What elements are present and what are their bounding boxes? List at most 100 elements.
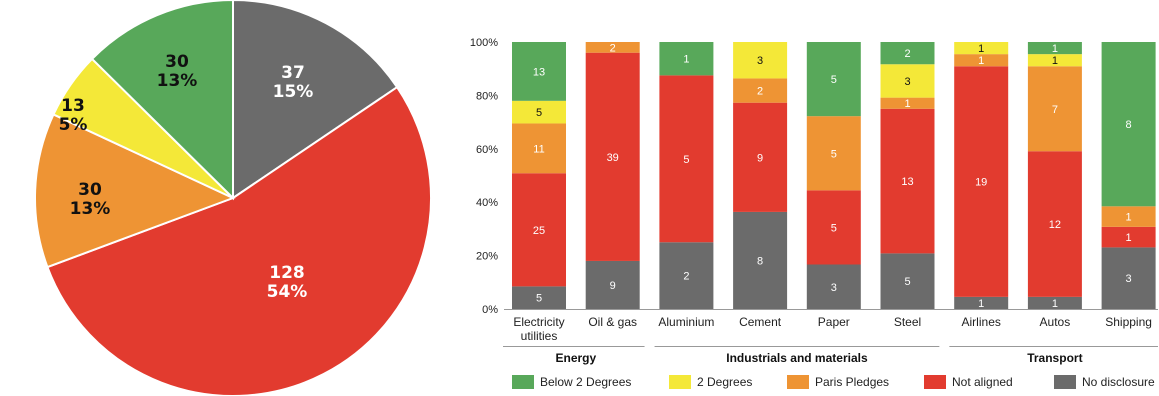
category-label: Cement xyxy=(739,315,782,329)
y-tick-label: 20% xyxy=(476,251,498,263)
bar-segment-not_aligned xyxy=(1027,151,1082,297)
pie-slice-not_aligned xyxy=(46,85,432,396)
bar-segment-paris xyxy=(954,54,1009,67)
bar-value-label: 1 xyxy=(1052,55,1058,67)
legend-swatch-not_aligned xyxy=(924,375,946,389)
bar-segment-paris xyxy=(880,97,935,109)
bar-segment-two_deg xyxy=(1027,54,1082,67)
bar-value-label: 8 xyxy=(757,255,763,267)
bar-value-label: 11 xyxy=(533,143,544,155)
legend-label: No disclosure xyxy=(1082,375,1155,389)
bar-value-label: 5 xyxy=(683,154,689,166)
pie-value-label: 128 xyxy=(269,263,305,283)
pie-percent-label: 13% xyxy=(157,71,198,91)
y-tick-label: 100% xyxy=(470,37,498,49)
legend-label: 2 Degrees xyxy=(697,375,752,389)
pie-value-label: 37 xyxy=(281,63,305,83)
bar-value-label: 1 xyxy=(1126,212,1132,224)
bar-value-label: 19 xyxy=(975,177,987,189)
bar-segment-no_disclosure xyxy=(954,296,1009,309)
bar-value-label: 5 xyxy=(831,148,837,160)
y-tick-label: 60% xyxy=(476,144,498,156)
legend-swatch-below_2 xyxy=(512,375,534,389)
pie-slice-paris xyxy=(34,113,236,269)
bar-value-label: 5 xyxy=(536,293,542,305)
bar-segment-two_deg xyxy=(880,64,935,98)
group-gap xyxy=(644,345,655,348)
category-label: Autos xyxy=(1040,315,1071,329)
bar-value-label: 1 xyxy=(904,98,910,110)
bar-value-label: 1 xyxy=(978,43,984,55)
group-label: Transport xyxy=(1027,351,1082,365)
bar-segment-not_aligned xyxy=(1101,226,1156,248)
bar-segment-paris xyxy=(512,123,566,174)
bar-segment-two_deg xyxy=(954,42,1009,55)
bar-segment-below_2 xyxy=(1101,42,1156,207)
bar-segment-no_disclosure xyxy=(585,260,640,309)
bar-value-label: 1 xyxy=(1052,43,1058,55)
bar-value-label: 5 xyxy=(831,74,837,86)
bar-segment-paris xyxy=(1101,206,1156,227)
bar-value-label: 1 xyxy=(1052,298,1058,310)
y-tick-label: 0% xyxy=(482,304,498,316)
bar-segment-not_aligned xyxy=(733,102,788,212)
legend-swatch-two_deg xyxy=(669,375,691,389)
bar-value-label: 3 xyxy=(757,55,763,67)
pie-percent-label: 54% xyxy=(267,282,308,302)
bar-value-label: 39 xyxy=(607,152,619,164)
bar-segment-below_2 xyxy=(880,42,935,65)
bar-value-label: 1 xyxy=(683,54,689,66)
bar-segment-paris xyxy=(1027,66,1082,152)
pie-value-label: 30 xyxy=(165,52,189,72)
bar-segment-below_2 xyxy=(806,42,861,117)
bar-value-label: 1 xyxy=(1126,232,1132,244)
category-label: Oil & gas xyxy=(588,315,637,329)
bar-value-label: 1 xyxy=(978,55,984,67)
bar-value-label: 25 xyxy=(533,225,545,237)
group-gap xyxy=(939,345,950,348)
bar-segment-no_disclosure xyxy=(1101,247,1156,309)
bar-segment-two_deg xyxy=(512,100,566,124)
pie-slice-no_disclosure xyxy=(232,0,399,200)
bar-value-label: 5 xyxy=(831,222,837,234)
bar-segment-not_aligned xyxy=(659,75,714,243)
pie-percent-label: 5% xyxy=(59,115,88,135)
bar-value-label: 5 xyxy=(536,107,542,119)
category-label: Steel xyxy=(894,315,921,329)
pie-percent-label: 13% xyxy=(70,199,111,219)
bar-segment-below_2 xyxy=(1027,42,1082,55)
bar-segment-not_aligned xyxy=(880,108,935,254)
bar-segment-not_aligned xyxy=(806,190,861,265)
bar-segment-below_2 xyxy=(659,42,714,76)
category-label: Airlines xyxy=(962,315,1001,329)
category-label: utilities xyxy=(521,329,558,343)
bar-value-label: 2 xyxy=(757,86,763,98)
group-label: Energy xyxy=(556,351,597,365)
bar-segment-no_disclosure xyxy=(1027,296,1082,309)
bar-value-label: 9 xyxy=(757,152,763,164)
bar-value-label: 1 xyxy=(978,298,984,310)
bar-segment-not_aligned xyxy=(585,52,640,261)
category-label: Shipping xyxy=(1105,315,1152,329)
bar-segment-no_disclosure xyxy=(733,211,788,309)
legend-label: Below 2 Degrees xyxy=(540,375,631,389)
category-label: Paper xyxy=(818,315,850,329)
bar-value-label: 2 xyxy=(904,48,910,60)
legend-swatch-no_disclosure xyxy=(1054,375,1076,389)
bar-value-label: 12 xyxy=(1049,219,1061,231)
pie-value-label: 13 xyxy=(61,96,85,116)
bar-value-label: 7 xyxy=(1052,104,1058,116)
bar-value-label: 9 xyxy=(610,280,616,292)
bar-value-label: 2 xyxy=(610,42,616,54)
bar-segment-paris xyxy=(733,78,788,103)
category-label: Electricity xyxy=(513,315,564,329)
pie-slice-below_2 xyxy=(90,0,234,201)
category-label: Aluminium xyxy=(658,315,714,329)
bar-segment-not_aligned xyxy=(954,66,1009,297)
bar-segment-no_disclosure xyxy=(512,286,566,309)
bar-value-label: 13 xyxy=(533,66,545,78)
legend-label: Paris Pledges xyxy=(815,375,889,389)
pie-value-label: 30 xyxy=(78,180,102,200)
